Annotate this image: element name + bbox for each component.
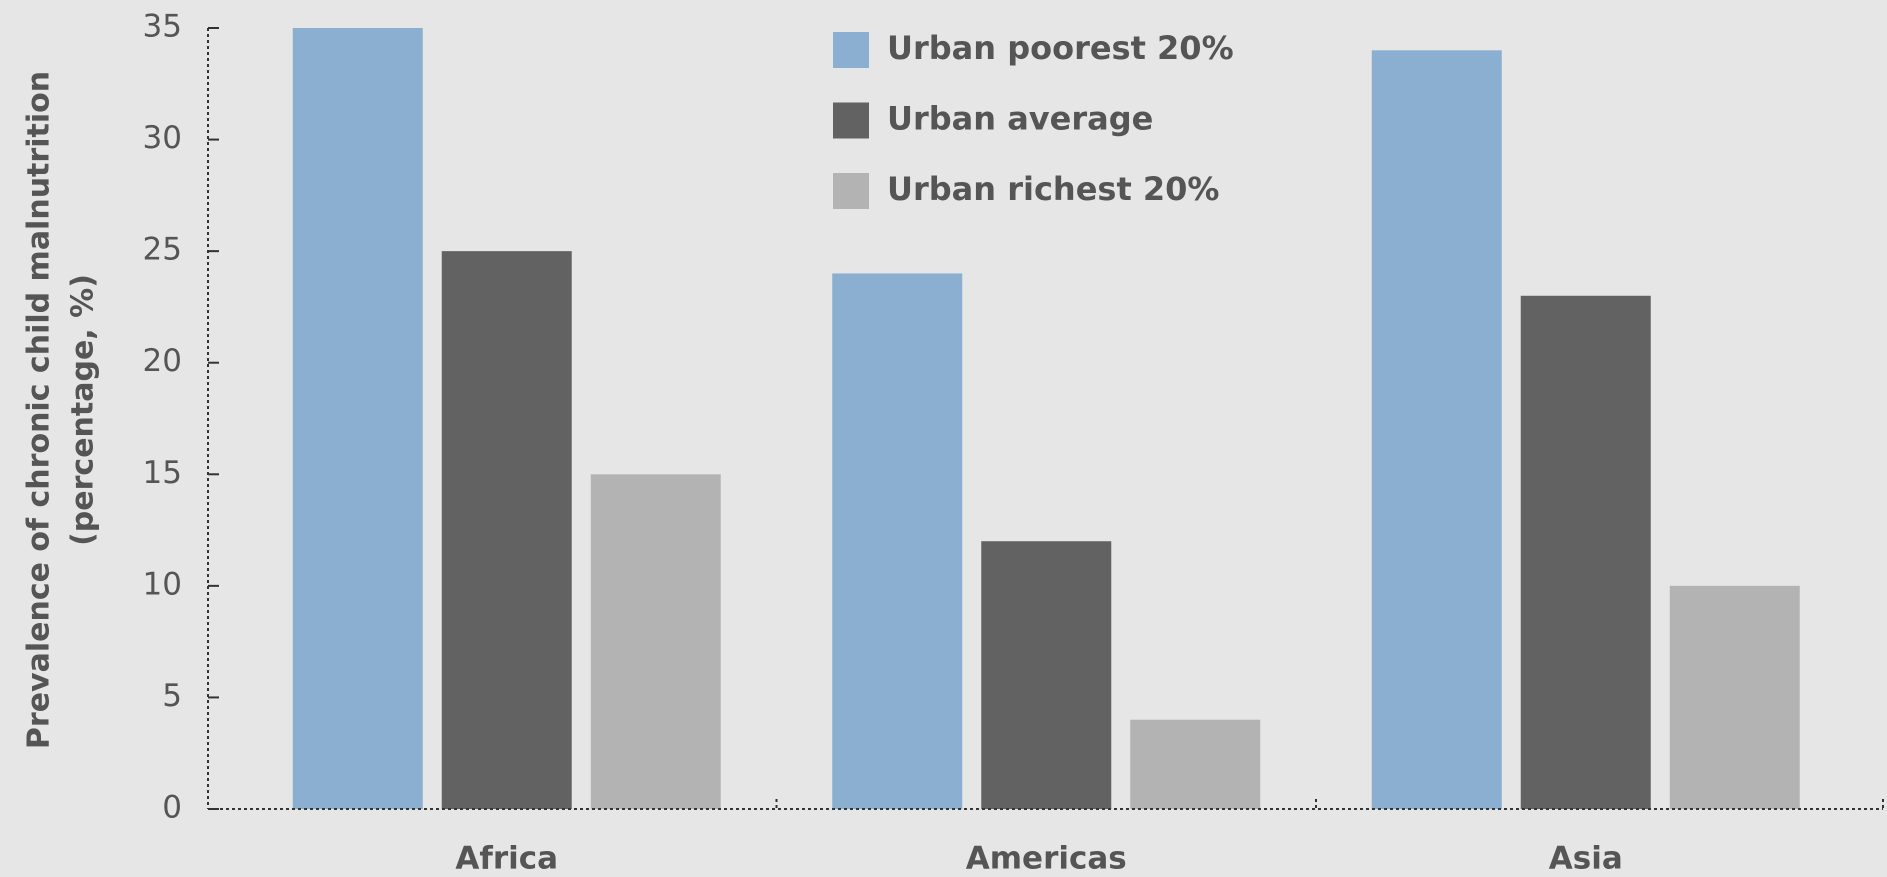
legend-label: Urban average [887,100,1153,138]
y-tick-label: 35 [143,9,182,45]
y-axis-title: Prevalence of chronic child malnutrition… [22,71,101,749]
bar [1371,50,1502,810]
bar [832,273,963,809]
bar [441,251,572,810]
y-tick-label: 0 [162,790,182,826]
y-axis-title-line: Prevalence of chronic child malnutrition [22,71,57,749]
y-tick-label: 15 [143,455,182,491]
y-tick-label: 10 [143,566,182,602]
bar [1130,719,1261,809]
legend-label: Urban richest 20% [887,170,1219,208]
x-tick-label: Asia [1549,841,1623,877]
bar [1669,585,1800,809]
bar [981,541,1112,809]
y-tick-label: 30 [143,120,182,156]
y-tick-label: 5 [162,678,182,714]
y-tick-label: 20 [143,343,182,379]
legend-label: Urban poorest 20% [887,29,1234,67]
legend-swatch [833,173,869,209]
y-tick-label: 25 [143,232,182,268]
y-axis-title-line: (percentage, %) [66,274,101,546]
x-tick-label: Africa [455,841,558,877]
bar [1520,295,1651,809]
x-tick-label: Americas [966,841,1127,877]
bar [292,28,423,809]
legend-swatch [833,102,869,139]
legend-swatch [833,32,869,68]
bar [590,474,721,809]
